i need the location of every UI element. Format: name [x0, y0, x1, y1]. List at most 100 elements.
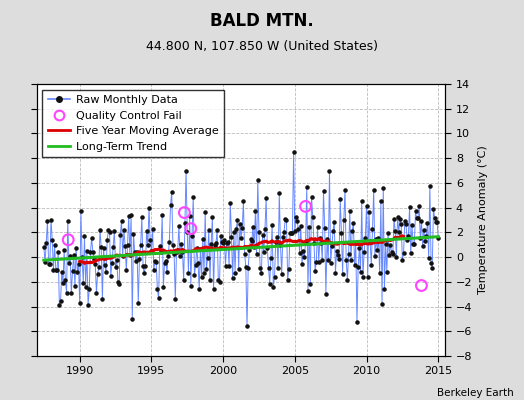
Point [105, 229, 114, 236]
Point [198, 273, 206, 280]
Point [92, 290, 101, 296]
Point [183, 228, 191, 235]
Point [312, 258, 321, 265]
Point [364, 274, 372, 280]
Point [199, 235, 207, 242]
Point [161, 258, 170, 264]
Point [337, 230, 346, 236]
Point [57, 298, 65, 304]
Point [193, 245, 201, 251]
Y-axis label: Temperature Anomaly (°C): Temperature Anomaly (°C) [478, 146, 488, 294]
Point [394, 214, 402, 220]
Point [317, 240, 325, 246]
Point [215, 279, 224, 285]
Point [133, 248, 141, 255]
Point [141, 262, 150, 269]
Point [210, 286, 218, 292]
Point [278, 271, 286, 277]
Point [214, 277, 223, 283]
Point [246, 236, 255, 242]
Point [386, 242, 395, 248]
Point [153, 286, 161, 292]
Point [292, 214, 300, 220]
Point [331, 270, 340, 276]
Point [323, 236, 331, 242]
Point [249, 224, 257, 230]
Point [419, 243, 427, 249]
Point [62, 290, 71, 296]
Point [357, 198, 366, 204]
Point [184, 270, 193, 277]
Point [60, 247, 68, 253]
Point [395, 229, 403, 235]
Point [272, 234, 281, 240]
Point [361, 235, 369, 241]
Point [286, 230, 294, 236]
Point [59, 280, 67, 286]
Point [342, 257, 351, 264]
Point [132, 258, 140, 264]
Point [351, 262, 359, 268]
Point [112, 264, 120, 270]
Point [75, 300, 84, 306]
Point [282, 216, 291, 223]
Point [206, 277, 214, 284]
Point [279, 234, 287, 240]
Point [159, 284, 168, 290]
Point [396, 216, 404, 222]
Point [392, 254, 400, 260]
Point [239, 198, 248, 204]
Point [421, 238, 429, 244]
Point [226, 199, 234, 206]
Point [50, 242, 59, 248]
Point [313, 224, 322, 230]
Point [180, 209, 189, 216]
Point [417, 218, 425, 224]
Point [211, 242, 219, 248]
Point [65, 260, 73, 266]
Point [86, 248, 95, 255]
Point [95, 264, 103, 270]
Point [151, 258, 159, 264]
Point [332, 248, 341, 254]
Point [322, 290, 330, 297]
Point [341, 187, 349, 193]
Point [409, 240, 417, 247]
Point [316, 235, 324, 242]
Point [45, 261, 53, 268]
Point [102, 269, 110, 276]
Point [84, 302, 92, 308]
Point [379, 184, 387, 191]
Point [308, 194, 316, 200]
Point [376, 270, 384, 276]
Point [271, 239, 280, 245]
Point [46, 261, 54, 268]
Point [293, 218, 301, 225]
Point [171, 296, 180, 302]
Point [281, 216, 289, 222]
Point [330, 218, 339, 225]
Point [348, 228, 356, 234]
Point [372, 236, 380, 242]
Point [269, 284, 278, 290]
Point [301, 239, 310, 246]
Point [67, 290, 75, 296]
Point [267, 254, 275, 261]
Point [296, 250, 304, 256]
Point [227, 234, 236, 240]
Point [407, 250, 415, 257]
Point [253, 251, 261, 257]
Point [93, 270, 102, 277]
Point [79, 280, 88, 286]
Point [368, 226, 377, 233]
Text: Berkeley Earth: Berkeley Earth [437, 388, 514, 398]
Point [135, 256, 144, 262]
Point [264, 264, 272, 271]
Point [404, 233, 412, 239]
Point [291, 228, 299, 234]
Point [250, 244, 258, 250]
Point [90, 256, 98, 262]
Point [73, 269, 82, 275]
Point [220, 237, 228, 244]
Point [328, 243, 336, 249]
